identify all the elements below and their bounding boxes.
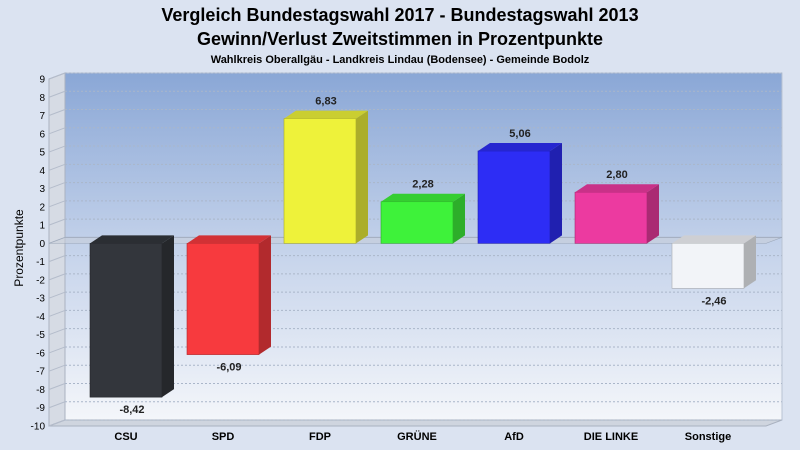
gridline-side (48, 383, 66, 390)
bar-front (283, 118, 357, 244)
bar-top (478, 142, 562, 151)
gridline-side (48, 419, 66, 427)
x-tick-label: GRÜNE (397, 430, 437, 443)
x-tick-label: DIE LINKE (584, 431, 638, 443)
data-label: -2,46 (701, 295, 726, 307)
bar-side (259, 235, 271, 355)
x-tick-label: SPD (212, 431, 235, 443)
y-tick-label: 4 (39, 166, 45, 177)
gridline-side (48, 255, 66, 263)
x-tick-label: FDP (309, 431, 331, 443)
bar-front (477, 150, 551, 244)
y-tick-label: -10 (31, 422, 46, 433)
bar-side (356, 110, 368, 244)
bar-side (744, 235, 756, 289)
bar-afd (477, 142, 562, 244)
data-label: -8,42 (119, 404, 144, 416)
y-tick-label: 2 (39, 202, 45, 213)
y-tick-label: 3 (39, 184, 45, 195)
gridline-side (48, 182, 66, 190)
y-tick-label: -1 (36, 257, 45, 268)
bar-top (187, 235, 271, 244)
bar-side (162, 235, 174, 398)
data-label: 6,83 (315, 96, 336, 108)
bar-side (453, 193, 465, 244)
y-tick-label: 5 (39, 148, 45, 159)
chart-title: Vergleich Bundestagswahl 2017 - Bundesta… (161, 5, 639, 25)
y-tick-label: 6 (39, 129, 45, 140)
x-tick-label: Sonstige (685, 431, 731, 443)
bar-top (575, 184, 659, 193)
y-tick-label: -6 (36, 348, 45, 359)
chart-title-line2: Gewinn/Verlust Zweitstimmen in Prozentpu… (196, 29, 604, 49)
y-tick-label: -2 (36, 275, 45, 286)
y-tick-label: -7 (36, 367, 45, 378)
bar-front (671, 243, 745, 289)
bar-front (89, 243, 163, 398)
bar-top (90, 235, 174, 244)
gridline-side (48, 127, 66, 135)
plot-floor (48, 419, 783, 427)
y-tick-label: 0 (39, 239, 45, 250)
bar-spd (186, 235, 271, 355)
gridline-side (48, 72, 66, 80)
gridline-side (48, 273, 66, 281)
plot-side-wall (48, 72, 66, 427)
gridline-side (48, 145, 66, 153)
y-tick-label: -3 (36, 294, 45, 305)
x-tick-label: CSU (114, 431, 137, 443)
gridline-side (48, 364, 66, 372)
y-tick-label: 1 (39, 221, 45, 232)
chart-subtitle: Wahlkreis Oberallgäu - Landkreis Lindau … (210, 54, 590, 66)
bar-top (284, 110, 368, 119)
bar-front (186, 243, 260, 355)
bar-side (550, 142, 562, 244)
y-tick-label: 9 (39, 75, 45, 86)
gridline-side (48, 109, 66, 116)
data-label: 5,06 (509, 128, 530, 140)
gridline-side (48, 328, 66, 336)
gridline-side (48, 309, 66, 317)
bar-side (647, 184, 659, 244)
gridline-side (48, 163, 66, 171)
x-tick-label: AfD (504, 431, 524, 443)
y-tick-label: 8 (39, 93, 45, 104)
y-tick-label: 7 (39, 111, 45, 122)
y-tick-label: -4 (36, 312, 45, 323)
gridline-side (48, 90, 66, 98)
bar-top (672, 235, 756, 244)
bar-die-linke (574, 184, 659, 244)
bar-csu (89, 235, 174, 398)
bar-top (381, 193, 465, 202)
data-label: 2,80 (606, 169, 627, 181)
bar-sonstige (671, 235, 756, 289)
gridline-side (48, 218, 66, 226)
gridline-side (48, 346, 66, 354)
data-label: 2,28 (412, 179, 433, 191)
bar-fdp (283, 110, 368, 244)
y-axis-label: Prozentpunkte (12, 209, 26, 287)
gridline-side (48, 291, 66, 299)
plot-back-wall (64, 72, 783, 421)
gridline-side (48, 200, 66, 208)
bar-front (380, 201, 454, 244)
y-tick-label: -5 (36, 330, 45, 341)
bar-gr-ne (380, 193, 465, 244)
data-label: -6,09 (216, 362, 241, 374)
bar-front (574, 191, 648, 244)
y-tick-label: -8 (36, 385, 45, 396)
y-tick-label: -9 (36, 403, 45, 414)
gridline-side (48, 401, 66, 409)
